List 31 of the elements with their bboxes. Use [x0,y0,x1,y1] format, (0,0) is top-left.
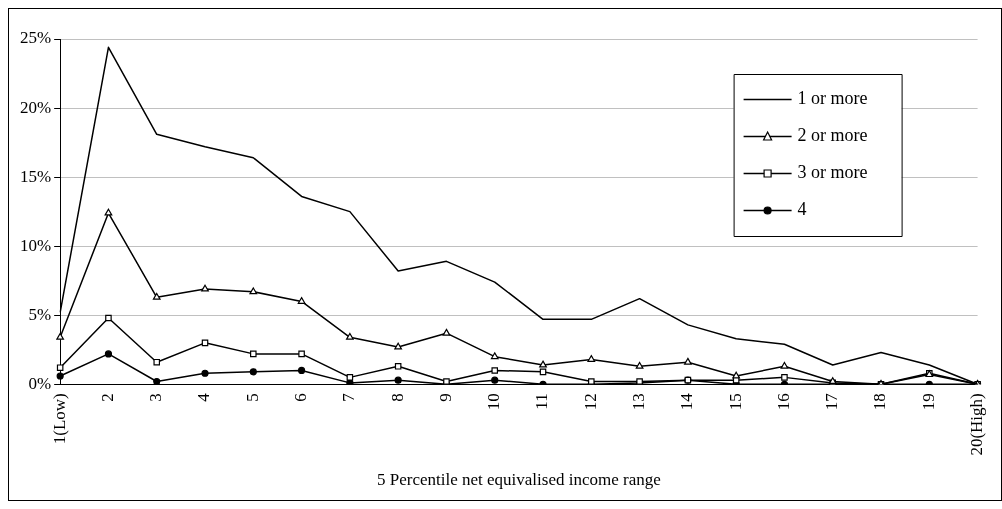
legend-label: 2 or more [797,125,868,146]
x-tick-label: 9 [435,393,455,402]
y-tick-label: 10% [19,235,52,255]
y-tick-label: 0% [28,373,52,393]
x-tick-label: 7 [339,392,359,402]
x-tick-label: 17 [822,392,842,411]
y-tick-label: 5% [28,304,52,324]
x-tick-label: 8 [387,393,407,402]
y-tick-label: 25% [19,28,52,48]
x-tick-label: 20(High) [967,393,987,456]
x-tick-label: 13 [629,393,649,411]
x-tick-label: 16 [773,393,793,411]
x-tick-label: 10 [484,393,504,411]
x-tick-label: 14 [677,392,697,411]
legend-label: 1 or more [797,88,868,109]
y-tick-label: 20% [19,97,52,117]
x-tick-label: 18 [870,393,890,411]
x-tick-label: 3 [146,393,166,402]
x-tick-label: 6 [291,393,311,402]
x-tick-label: 1(Low) [49,393,69,445]
legend-label: 3 or more [797,162,868,183]
x-tick-label: 11 [532,393,552,410]
legend-label: 4 [797,199,807,220]
x-axis-title: 5 Percentile net equivalised income range [377,470,661,490]
x-tick-label: 19 [918,393,938,411]
x-tick-label: 15 [725,393,745,411]
x-tick-label: 5 [242,393,262,402]
x-tick-label: 2 [97,393,117,402]
x-tick-label: 4 [194,392,214,402]
x-tick-label: 12 [580,393,600,411]
y-tick-label: 15% [19,166,52,186]
